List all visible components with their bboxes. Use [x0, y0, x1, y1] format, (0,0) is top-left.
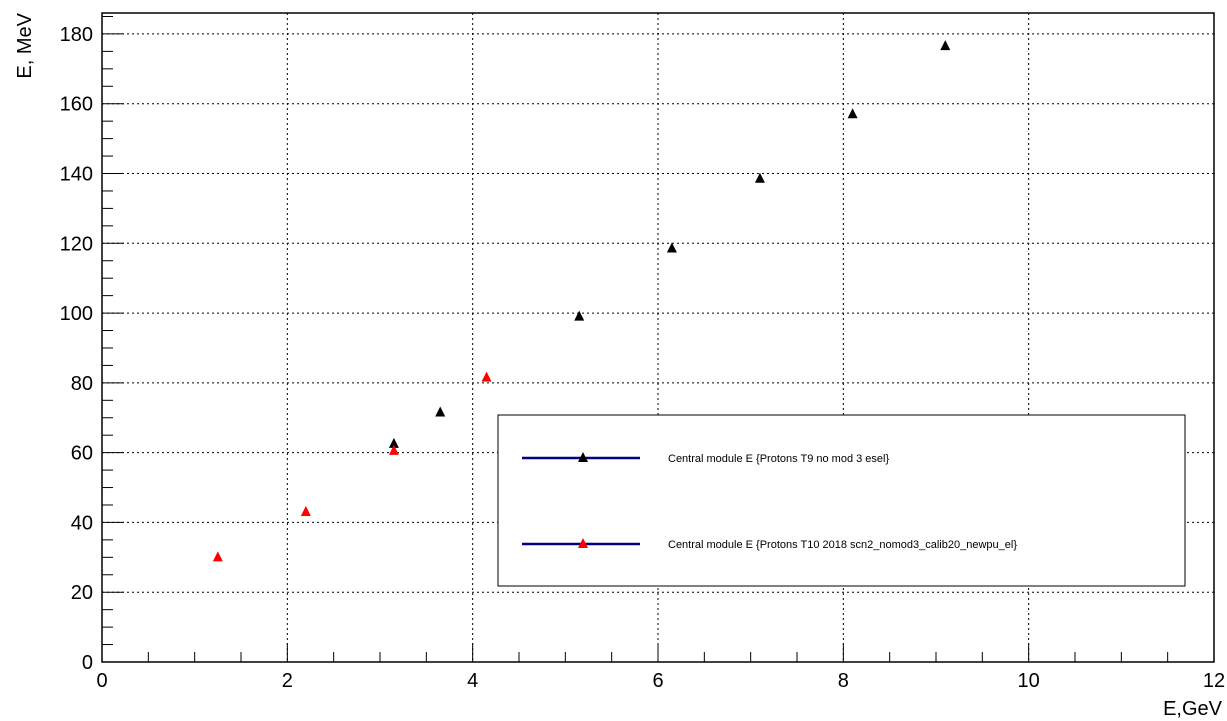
data-point-series-1 — [300, 505, 311, 516]
y-tick-label: 140 — [60, 164, 93, 186]
data-point-series-0 — [754, 172, 765, 183]
x-tick-label: 2 — [282, 670, 293, 692]
x-tick-label: 10 — [1018, 670, 1040, 692]
legend-box — [497, 414, 1186, 587]
data-point-series-1 — [212, 551, 223, 562]
data-point-series-0 — [388, 437, 399, 448]
legend-label-1: Central module E {Protons T10 2018 scn2_… — [668, 539, 1017, 551]
data-point-series-0 — [666, 242, 677, 253]
data-point-series-0 — [847, 108, 858, 119]
data-point-series-0 — [940, 40, 951, 51]
y-tick-label: 100 — [60, 303, 93, 325]
y-tick-label: 180 — [60, 24, 93, 46]
y-axis-label: E, MeV — [14, 12, 36, 78]
legend-marker-1 — [578, 538, 588, 548]
legend-label-0: Central module E {Protons T9 no mod 3 es… — [668, 453, 889, 465]
y-tick-label: 80 — [71, 373, 93, 395]
x-tick-label: 12 — [1203, 670, 1225, 692]
data-point-series-0 — [574, 310, 585, 321]
y-tick-label: 0 — [82, 652, 93, 674]
legend: Central module E {Protons T9 no mod 3 es… — [497, 414, 1186, 587]
y-tick-label: 40 — [71, 512, 93, 534]
y-tick-label: 60 — [71, 443, 93, 465]
data-point-series-1 — [388, 444, 399, 455]
y-tick-label: 120 — [60, 233, 93, 255]
x-tick-label: 4 — [467, 670, 478, 692]
data-point-series-0 — [435, 406, 446, 417]
legend-marker-0 — [578, 452, 588, 462]
x-axis-label: E,GeV — [1163, 698, 1223, 720]
x-tick-label: 8 — [838, 670, 849, 692]
y-tick-label: 160 — [60, 94, 93, 116]
x-tick-label: 6 — [652, 670, 663, 692]
x-tick-label: 0 — [96, 670, 107, 692]
data-points — [212, 40, 951, 562]
y-tick-label: 20 — [71, 582, 93, 604]
data-point-series-1 — [481, 371, 492, 382]
